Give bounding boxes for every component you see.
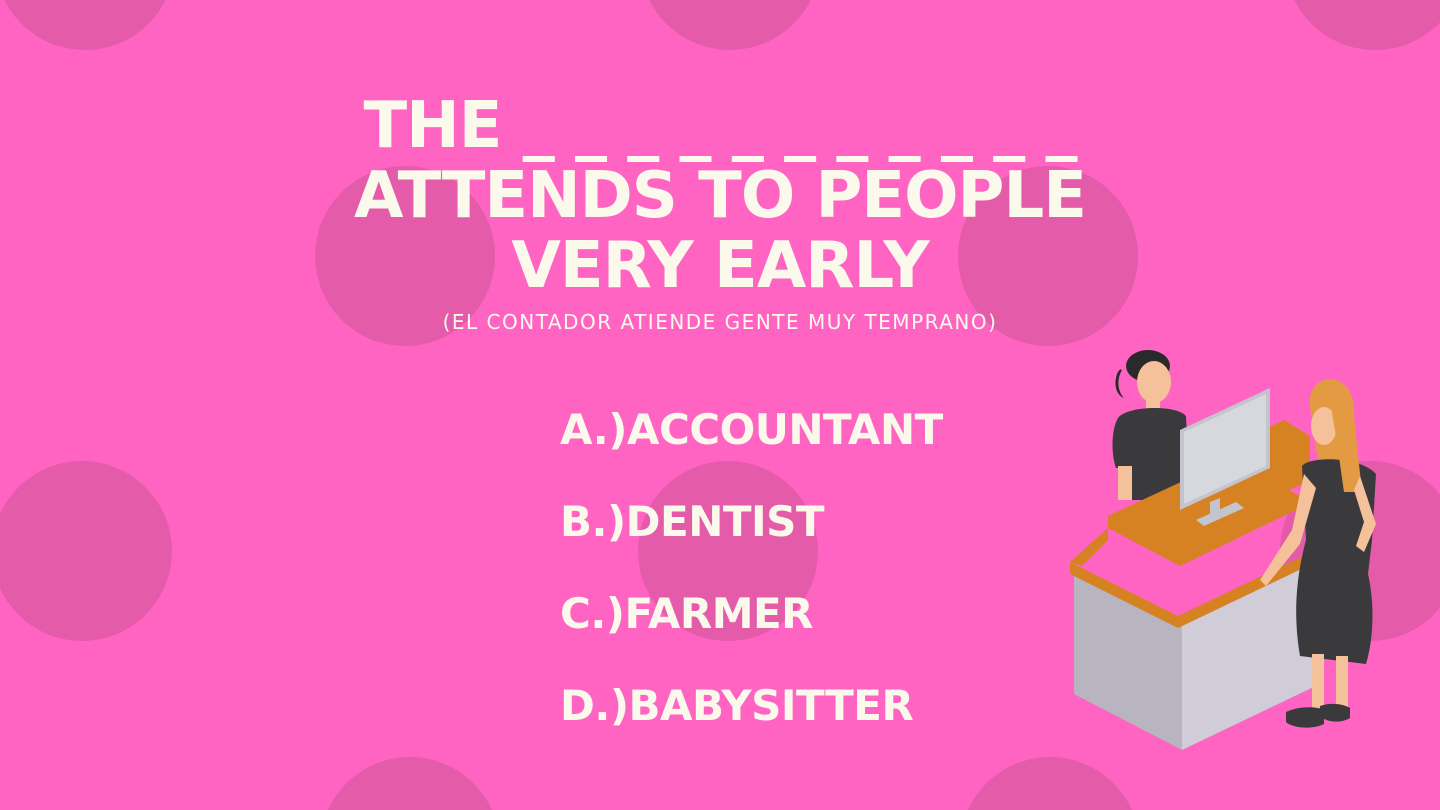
customer-figure	[1260, 379, 1376, 728]
option-a[interactable]: A.)ACCOUNTANT	[560, 405, 943, 454]
monitor-icon	[1180, 388, 1270, 526]
question-line-2: ATTENDS TO PEOPLE	[354, 159, 1087, 233]
receptionist-figure	[1112, 350, 1190, 500]
reception-desk-illustration	[1070, 350, 1376, 750]
translation-text: (EL CONTADOR ATIENDE GENTE MUY TEMPRANO)	[442, 310, 998, 334]
decorative-dot	[0, 461, 172, 641]
option-c[interactable]: C.)FARMER	[560, 589, 814, 638]
decorative-dot	[640, 0, 820, 50]
decorative-dot	[0, 0, 175, 50]
question-line-1: THE _ _ _ _ _ _ _ _ _ _ _	[363, 89, 1077, 163]
decorative-dot	[320, 757, 500, 810]
option-d[interactable]: D.)BABYSITTER	[560, 681, 914, 730]
decorative-dot	[315, 166, 495, 346]
option-b[interactable]: B.)DENTIST	[560, 497, 825, 546]
decorative-dot	[1285, 0, 1440, 50]
decorative-dot	[958, 166, 1138, 346]
decorative-dot	[638, 461, 818, 641]
decorative-dot	[960, 757, 1140, 810]
question-line-3: VERY EARLY	[511, 229, 929, 303]
